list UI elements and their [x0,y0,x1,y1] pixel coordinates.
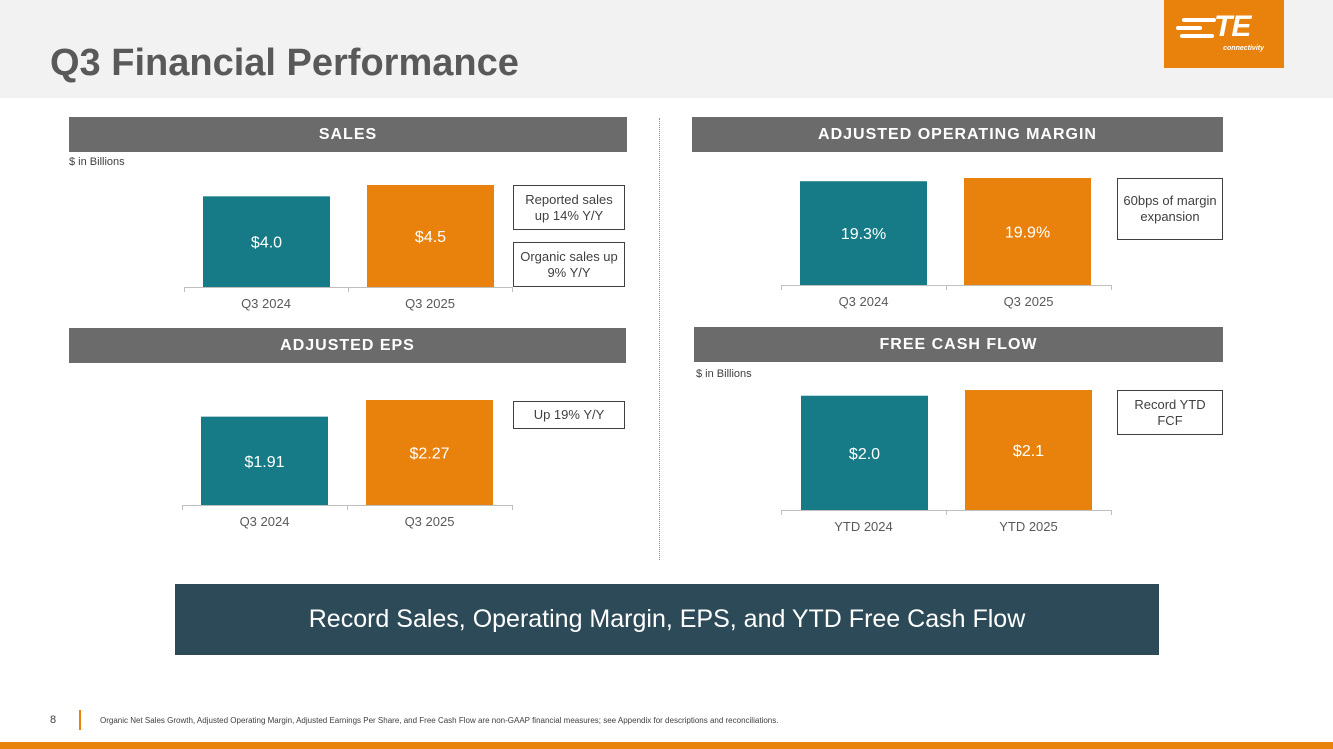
te-connectivity-logo: TE connectivity [1164,0,1284,68]
margin-bar [964,178,1091,285]
fcf-units: $ in Billions [696,368,752,380]
vertical-divider [659,118,660,560]
margin-tick-label: Q3 2025 [1004,294,1054,309]
sales-units: $ in Billions [69,156,125,168]
footnote: Organic Net Sales Growth, Adjusted Opera… [100,716,779,725]
logo-word: connectivity [1223,45,1264,52]
record-banner: Record Sales, Operating Margin, EPS, and… [175,584,1159,655]
sales-tick-label: Q3 2025 [405,296,455,311]
sales-data-label: $4.5 [415,229,446,246]
eps-header: ADJUSTED EPS [69,328,626,363]
eps-tick-label: Q3 2024 [240,514,290,529]
eps-bar [366,400,493,505]
fcf-header: FREE CASH FLOW [694,327,1223,362]
page-number: 8 [50,714,57,726]
fcf-tick-label: YTD 2025 [999,519,1058,534]
margin-bar [800,181,927,285]
fcf-data-label: $2.0 [849,446,880,463]
margin-chart: 19.3% 19.9% Q3 2024 Q3 2025 [781,178,1112,309]
logo-lines-icon [1176,18,1216,42]
logo-mark: TE [1214,10,1251,43]
sales-callout-reported: Reported sales up 14% Y/Y [513,185,625,230]
margin-callout: 60bps of margin expansion [1117,178,1223,240]
sales-header: SALES [69,117,627,152]
eps-callout: Up 19% Y/Y [513,401,625,429]
fcf-data-label: $2.1 [1013,443,1044,460]
margin-tick-label: Q3 2024 [839,294,889,309]
fcf-callout: Record YTD FCF [1117,390,1223,435]
eps-chart: $1.91 $2.27 Q3 2024 Q3 2025 [182,400,513,529]
fcf-chart: $2.0 $2.1 YTD 2024 YTD 2025 [781,390,1112,534]
margin-header: ADJUSTED OPERATING MARGIN [692,117,1223,152]
eps-data-label: $1.91 [244,454,284,471]
sales-tick-label: Q3 2024 [241,296,291,311]
sales-chart: $4.0 $4.5 Q3 2024 Q3 2025 [184,185,513,311]
eps-data-label: $2.27 [409,446,449,463]
page-title: Q3 Financial Performance [50,42,519,84]
footer-separator [79,710,81,730]
margin-data-label: 19.9% [1005,225,1050,242]
margin-data-label: 19.3% [841,226,886,243]
eps-bar [201,416,328,505]
sales-bar [367,185,494,287]
bottom-accent-bar [0,742,1333,749]
sales-data-label: $4.0 [251,235,282,252]
fcf-bar [965,390,1092,510]
sales-callout-organic: Organic sales up 9% Y/Y [513,242,625,287]
header-band [0,0,1333,98]
sales-bar [203,196,330,287]
fcf-tick-label: YTD 2024 [834,519,893,534]
fcf-bar [801,395,928,510]
eps-tick-label: Q3 2025 [405,514,455,529]
